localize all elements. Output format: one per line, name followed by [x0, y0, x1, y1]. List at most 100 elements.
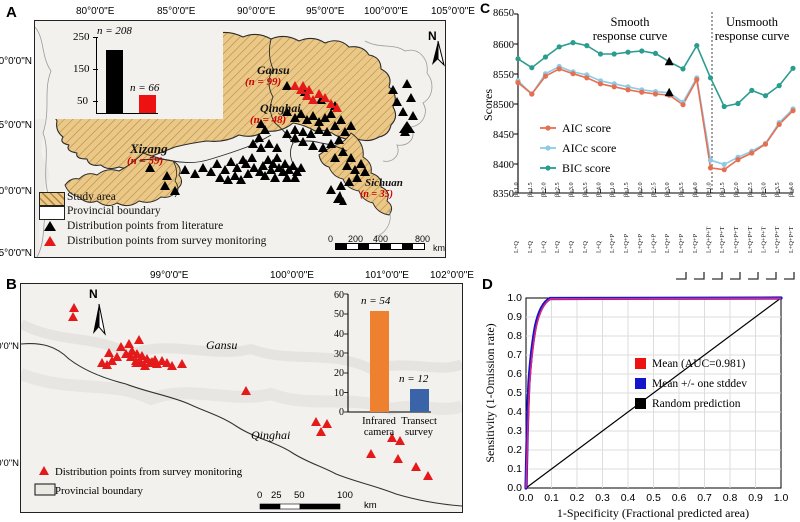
svg-text:Sensitivity (1-Omission rate): Sensitivity (1-Omission rate): [483, 323, 497, 462]
svg-text:L+Q+P: L+Q+P: [664, 234, 671, 253]
svg-text:Distribution points from surve: Distribution points from survey monitori…: [55, 466, 243, 478]
svg-text:AIC score: AIC score: [562, 121, 611, 135]
svg-text:40: 40: [334, 329, 344, 340]
svg-text:50: 50: [334, 309, 344, 320]
svg-text:0.2: 0.2: [570, 492, 585, 504]
svg-text:0.1: 0.1: [507, 463, 522, 475]
svg-text:L+Q+P+T: L+Q+P+T: [733, 226, 740, 253]
svg-text:0.0: 0.0: [519, 492, 534, 504]
svg-text:L+Q: L+Q: [568, 241, 575, 253]
svg-text:0.8: 0.8: [507, 330, 522, 342]
svg-text:L+Q+P+T: L+Q+P+T: [788, 226, 795, 253]
svg-text:0.8: 0.8: [723, 492, 738, 504]
svg-text:Infrared: Infrared: [362, 416, 397, 427]
svg-text:1-Specificity (Fractional pred: 1-Specificity (Fractional predicted area…: [557, 506, 749, 520]
svg-text:response curve: response curve: [715, 29, 790, 43]
svg-text:Provincial boundary: Provincial boundary: [55, 485, 143, 497]
svg-text:response curve: response curve: [593, 29, 668, 43]
svg-text:0.5: 0.5: [507, 387, 522, 399]
svg-text:0.9: 0.9: [748, 492, 763, 504]
svg-text:β=2.0: β=2.0: [541, 182, 548, 197]
svg-text:β=1.0: β=1.0: [513, 182, 520, 197]
svg-text:L+Q+P: L+Q+P: [637, 234, 644, 253]
svg-text:L+Q: L+Q: [541, 241, 548, 253]
svg-text:β=3.0: β=3.0: [568, 182, 575, 197]
svg-text:50: 50: [294, 490, 305, 501]
svg-text:β=1.0: β=1.0: [609, 182, 616, 197]
svg-text:β=3.5: β=3.5: [774, 182, 781, 197]
svg-text:Smooth: Smooth: [611, 15, 651, 29]
svg-text:β=1.0: β=1.0: [706, 182, 713, 197]
svg-text:AICc score: AICc score: [562, 141, 616, 155]
svg-text:0.6: 0.6: [507, 368, 522, 380]
svg-text:β=3.0: β=3.0: [761, 182, 768, 197]
svg-text:8500: 8500: [493, 100, 514, 111]
svg-text:L+Q+P+T: L+Q+P+T: [706, 226, 713, 253]
svg-text:L+Q: L+Q: [513, 241, 520, 253]
svg-text:25: 25: [271, 490, 282, 501]
svg-text:survey: survey: [405, 427, 434, 438]
svg-text:8600: 8600: [493, 40, 514, 51]
svg-text:L+Q: L+Q: [554, 241, 561, 253]
svg-text:Transect: Transect: [401, 416, 437, 427]
svg-text:L+Q+P: L+Q+P: [623, 234, 630, 253]
svg-text:0.1: 0.1: [544, 492, 559, 504]
svg-text:Unsmooth: Unsmooth: [726, 15, 779, 29]
svg-text:0: 0: [339, 407, 344, 418]
svg-text:8450: 8450: [493, 130, 514, 141]
svg-text:0.3: 0.3: [595, 492, 610, 504]
svg-text:0.7: 0.7: [697, 492, 712, 504]
svg-text:1.0: 1.0: [774, 492, 789, 504]
svg-text:β=1.5: β=1.5: [719, 182, 726, 197]
svg-text:L+Q: L+Q: [527, 241, 534, 253]
svg-text:0.3: 0.3: [507, 425, 522, 437]
svg-text:n = 12: n = 12: [399, 373, 429, 385]
svg-text:0.2: 0.2: [507, 444, 522, 456]
svg-text:10: 10: [334, 388, 344, 399]
svg-text:L+Q: L+Q: [582, 241, 589, 253]
svg-text:8550: 8550: [493, 70, 514, 81]
svg-text:km: km: [364, 500, 377, 511]
svg-text:β=2.0: β=2.0: [637, 182, 644, 197]
svg-text:L+Q+P: L+Q+P: [692, 234, 699, 253]
svg-text:0: 0: [257, 490, 262, 501]
svg-text:Mean (AUC=0.981): Mean (AUC=0.981): [652, 358, 746, 370]
svg-text:100: 100: [337, 490, 353, 501]
svg-text:L+Q+P+T: L+Q+P+T: [719, 226, 726, 253]
svg-text:β=4.0: β=4.0: [596, 182, 603, 197]
svg-text:β=2.5: β=2.5: [554, 182, 561, 197]
svg-text:β=2.5: β=2.5: [747, 182, 754, 197]
svg-text:Qinghai: Qinghai: [251, 428, 290, 442]
svg-text:L+Q+P+T: L+Q+P+T: [747, 226, 754, 253]
svg-text:0.6: 0.6: [672, 492, 687, 504]
svg-text:β=1.5: β=1.5: [623, 182, 630, 197]
svg-text:8400: 8400: [493, 160, 514, 171]
svg-text:8650: 8650: [493, 8, 514, 19]
svg-text:0.9: 0.9: [507, 311, 522, 323]
svg-text:Gansu: Gansu: [206, 338, 237, 352]
svg-text:0.4: 0.4: [507, 406, 522, 418]
svg-text:1.0: 1.0: [507, 292, 522, 304]
svg-text:β=2.0: β=2.0: [733, 182, 740, 197]
svg-text:8350: 8350: [493, 189, 514, 200]
svg-text:β=4.0: β=4.0: [692, 182, 699, 197]
svg-text:β=4.0: β=4.0: [788, 182, 795, 197]
svg-text:L+Q+P+T: L+Q+P+T: [774, 226, 781, 253]
svg-text:L+Q+P: L+Q+P: [678, 234, 685, 253]
svg-text:0.4: 0.4: [621, 492, 636, 504]
svg-text:β=2.5: β=2.5: [651, 182, 658, 197]
svg-text:Mean +/- one stddev: Mean +/- one stddev: [652, 378, 747, 390]
svg-text:L+Q+P: L+Q+P: [609, 234, 616, 253]
svg-text:Random prediction: Random prediction: [652, 398, 741, 410]
svg-text:Scores: Scores: [481, 89, 495, 121]
svg-text:0.7: 0.7: [507, 349, 522, 361]
svg-text:β=3.5: β=3.5: [678, 182, 685, 197]
svg-text:L+Q+P: L+Q+P: [651, 234, 658, 253]
svg-text:30: 30: [334, 349, 344, 360]
svg-text:β=3.5: β=3.5: [582, 182, 589, 197]
svg-text:BIC score: BIC score: [562, 161, 610, 175]
svg-text:0.5: 0.5: [646, 492, 661, 504]
svg-text:β=1.5: β=1.5: [527, 182, 534, 197]
svg-text:60: 60: [334, 290, 344, 301]
svg-text:N: N: [89, 287, 98, 301]
